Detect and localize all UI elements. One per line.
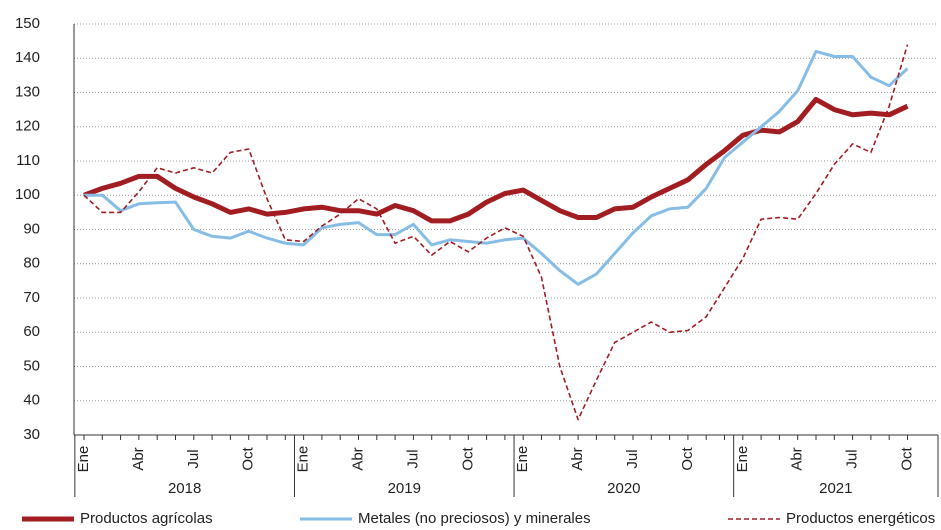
x-tick-label: Ene [734, 446, 751, 473]
x-tick-label: Ene [514, 446, 531, 473]
y-tick-label: 120 [15, 118, 40, 135]
series-line [83, 44, 909, 421]
legend-label: Metales (no preciosos) y minerales [358, 510, 591, 527]
year-label: 2019 [388, 480, 421, 497]
x-tick-label: Oct [240, 447, 257, 471]
year-label: 2020 [607, 480, 640, 497]
series-line [84, 49, 909, 286]
y-tick-label: 140 [15, 49, 40, 66]
x-tick-label: Oct [459, 447, 476, 471]
x-tick-label: Oct [898, 447, 915, 471]
y-tick-label: 50 [23, 357, 40, 374]
legend-label: Productos agrícolas [80, 510, 213, 527]
x-tick-label: Jul [624, 449, 641, 468]
y-tick-label: 130 [15, 83, 40, 100]
y-tick-label: 100 [15, 186, 40, 203]
year-label: 2021 [819, 480, 852, 497]
y-tick-label: 40 [23, 392, 40, 409]
y-tick-label: 30 [23, 426, 40, 443]
x-tick-label: Ene [295, 446, 312, 473]
x-tick-label: Jul [185, 449, 202, 468]
year-label: 2018 [168, 480, 201, 497]
x-tick-label: Jul [844, 449, 861, 468]
y-tick-label: 80 [23, 255, 40, 272]
y-tick-label: 70 [23, 289, 40, 306]
x-tick-label: Oct [679, 447, 696, 471]
series-line [83, 96, 909, 224]
y-tick-label: 60 [23, 323, 40, 340]
x-tick-label: Abr [789, 447, 806, 470]
x-tick-label: Abr [130, 447, 147, 470]
y-tick-label: 150 [15, 15, 40, 32]
y-tick-label: 110 [16, 152, 40, 169]
y-tick-label: 90 [23, 220, 40, 237]
x-tick-label: Jul [404, 449, 421, 468]
x-tick-label: Abr [569, 447, 586, 470]
legend-label: Productos energéticos [786, 510, 935, 527]
x-tick-label: Abr [349, 447, 366, 470]
x-tick-label: Ene [75, 446, 92, 473]
